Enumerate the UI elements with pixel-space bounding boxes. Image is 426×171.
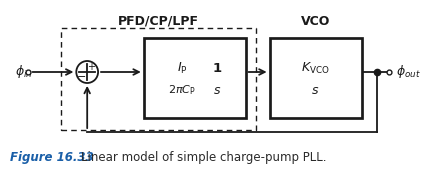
Text: $\phi_{in}$: $\phi_{in}$ bbox=[15, 63, 32, 81]
Text: Linear model of simple charge-pump PLL.: Linear model of simple charge-pump PLL. bbox=[81, 152, 326, 165]
Bar bbox=[269, 38, 361, 118]
Text: $s$: $s$ bbox=[213, 83, 221, 96]
Text: $K_\mathrm{VCO}$: $K_\mathrm{VCO}$ bbox=[300, 61, 329, 76]
Text: $\mathit{I}_\mathrm{P}$: $\mathit{I}_\mathrm{P}$ bbox=[177, 61, 187, 76]
Text: PFD/CP/LPF: PFD/CP/LPF bbox=[118, 15, 199, 28]
Text: $2\pi C_\mathrm{P}$: $2\pi C_\mathrm{P}$ bbox=[168, 83, 196, 97]
Text: $\mathbf{1}$: $\mathbf{1}$ bbox=[212, 62, 222, 75]
Text: VCO: VCO bbox=[300, 15, 329, 28]
Text: +: + bbox=[87, 62, 95, 72]
Text: Figure 16.33: Figure 16.33 bbox=[10, 152, 93, 165]
Text: −: − bbox=[76, 72, 86, 82]
Text: $\phi_{out}$: $\phi_{out}$ bbox=[395, 63, 420, 81]
Bar bbox=[61, 28, 255, 130]
Bar bbox=[143, 38, 245, 118]
Text: $s$: $s$ bbox=[311, 83, 319, 96]
